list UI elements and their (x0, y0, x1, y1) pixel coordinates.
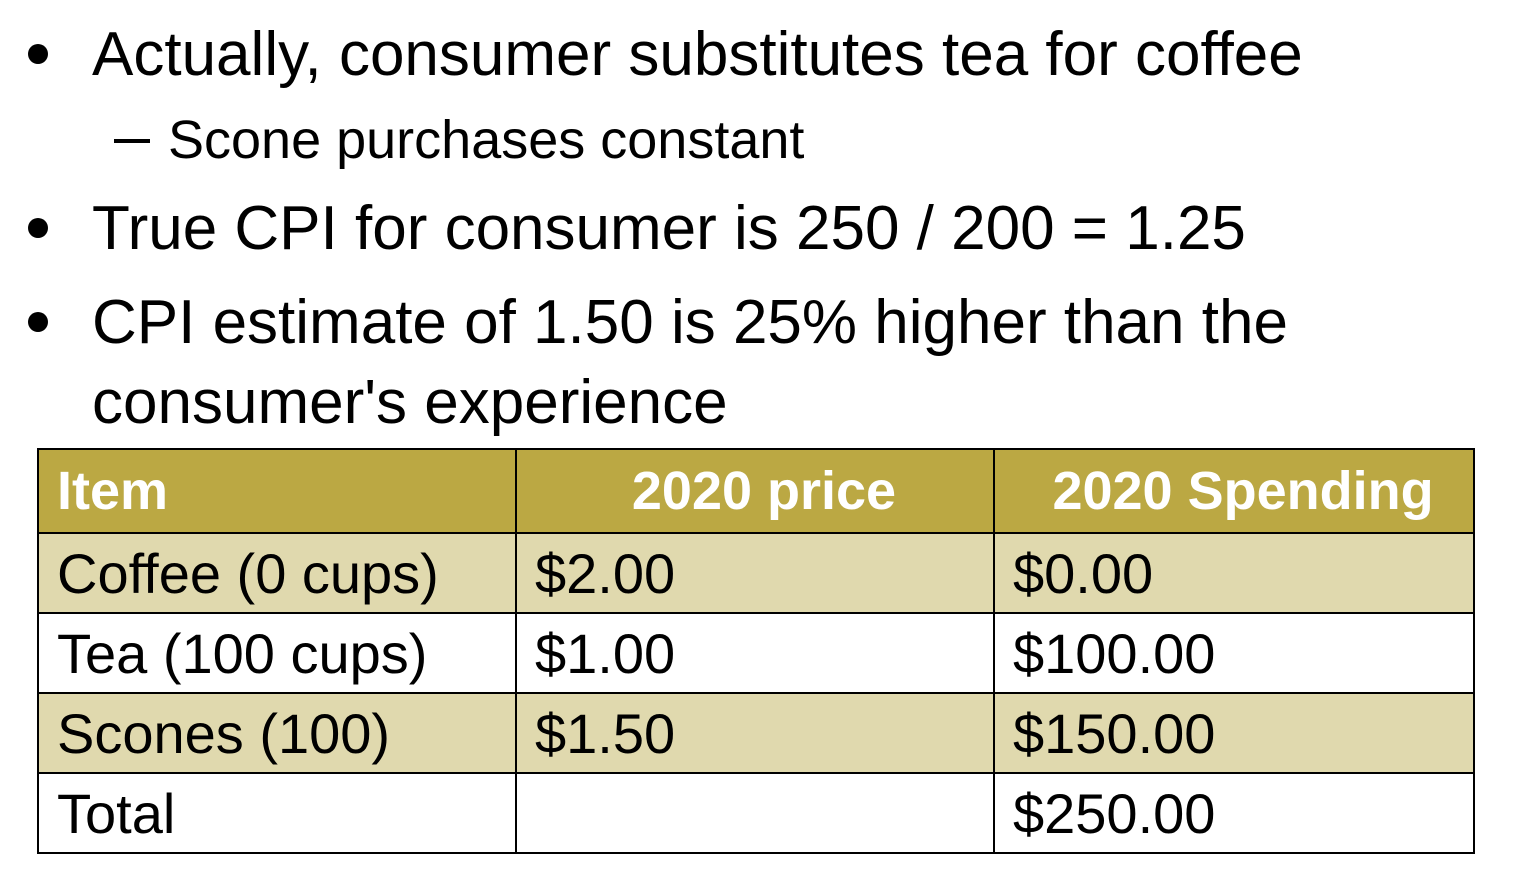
cell-spending: $0.00 (993, 532, 1475, 614)
bullet-substitution: Actually, consumer substitutes tea for c… (92, 20, 1303, 89)
cell-spending: $100.00 (993, 612, 1475, 694)
table-row: Scones (100) $1.50 $150.00 (37, 692, 1475, 774)
header-item: Item (37, 448, 517, 534)
cell-item: Coffee (0 cups) (37, 532, 517, 614)
bullet-cpi-estimate-line2: consumer's experience (92, 368, 728, 437)
cell-item: Tea (100 cups) (37, 612, 517, 694)
bullet-marker (28, 44, 48, 64)
table-row: Coffee (0 cups) $2.00 $0.00 (37, 532, 1475, 614)
table-row-total: Total $250.00 (37, 772, 1475, 854)
cell-item: Scones (100) (37, 692, 517, 774)
header-spending: 2020 Spending (993, 448, 1475, 534)
cell-price: $1.50 (515, 692, 995, 774)
cell-spending: $150.00 (993, 692, 1475, 774)
cell-price: $2.00 (515, 532, 995, 614)
bullet-marker (28, 312, 48, 332)
sub-bullet-marker (114, 139, 150, 143)
bullet-cpi-estimate-line1: CPI estimate of 1.50 is 25% higher than … (92, 288, 1288, 357)
table-header-row: Item 2020 price 2020 Spending (37, 448, 1475, 534)
spending-table: Item 2020 price 2020 Spending Coffee (0 … (37, 448, 1475, 854)
cell-price: $1.00 (515, 612, 995, 694)
bullet-marker (28, 218, 48, 238)
cell-item: Total (37, 772, 517, 854)
bullet-true-cpi: True CPI for consumer is 250 / 200 = 1.2… (92, 194, 1246, 263)
sub-bullet-scones: Scone purchases constant (168, 110, 805, 170)
cell-spending: $250.00 (993, 772, 1475, 854)
header-price: 2020 price (515, 448, 995, 534)
cell-price (515, 772, 995, 854)
table-row: Tea (100 cups) $1.00 $100.00 (37, 612, 1475, 694)
